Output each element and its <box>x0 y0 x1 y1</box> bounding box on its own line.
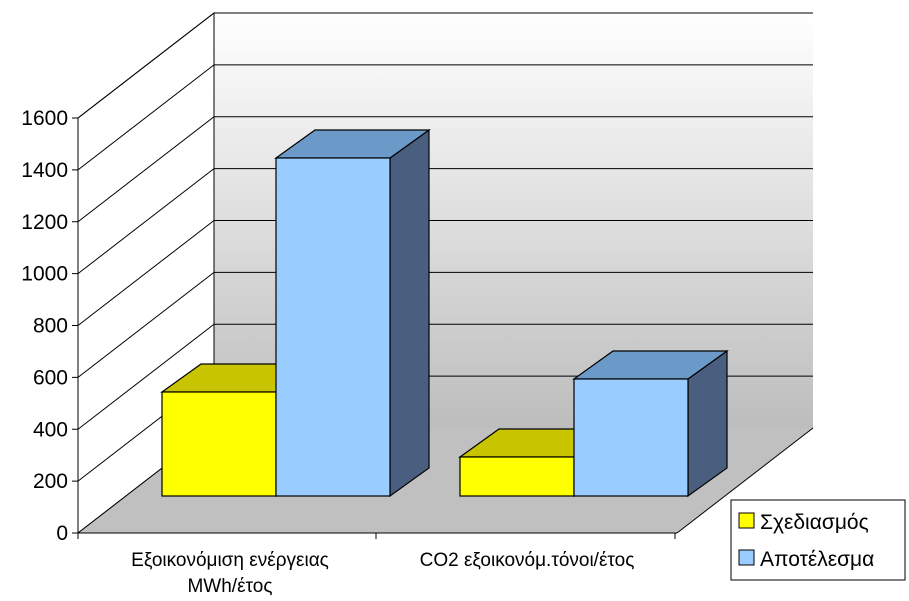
legend: Σχεδιασμός Αποτέλεσμα <box>730 499 906 581</box>
floor-edge <box>676 427 814 534</box>
legend-box <box>730 499 906 581</box>
y-tick-label: 1600 <box>21 107 68 130</box>
y-tick-label: 600 <box>33 366 68 389</box>
legend-swatch-0 <box>738 512 755 529</box>
gridline-side <box>77 12 215 119</box>
y-tick-label: 200 <box>33 470 68 493</box>
legend-swatch-1 <box>738 549 755 566</box>
category-label-1: CO2 εξοικονόμ.τόνοι/έτος <box>420 550 635 571</box>
legend-label-0: Σχεδιασμός <box>760 511 869 534</box>
x-axis-labels: Εξοικονόμιση ενέργειας MWh/έτος CO2 εξοικο… <box>77 533 676 597</box>
gridline-side <box>77 168 215 275</box>
y-tick-label: 0 <box>56 522 68 545</box>
bar-1-0 <box>275 157 391 497</box>
legend-label-1: Αποτέλεσμα <box>760 548 874 571</box>
bars <box>160 128 729 498</box>
y-axis: 0 200 400 600 800 1000 1200 1400 1600 <box>21 107 814 545</box>
gridline-side <box>77 323 215 430</box>
gridline-side <box>77 220 215 326</box>
y-tick-label: 800 <box>33 315 68 338</box>
bar-1-1 <box>573 378 689 497</box>
bar-0-1 <box>459 456 575 497</box>
gridline-side <box>77 271 215 378</box>
gridline-side <box>77 116 215 223</box>
bar-0-0 <box>161 391 277 497</box>
y-tick-label: 1200 <box>21 211 68 234</box>
gridline-side <box>77 64 215 171</box>
bar-side-1-0 <box>389 128 430 498</box>
y-tick-label: 1000 <box>21 263 68 286</box>
y-tick-label: 1400 <box>21 159 68 182</box>
category-label-0: Εξοικονόμιση ενέργειας MWh/έτος <box>131 550 329 597</box>
y-tick-label: 400 <box>33 418 68 441</box>
